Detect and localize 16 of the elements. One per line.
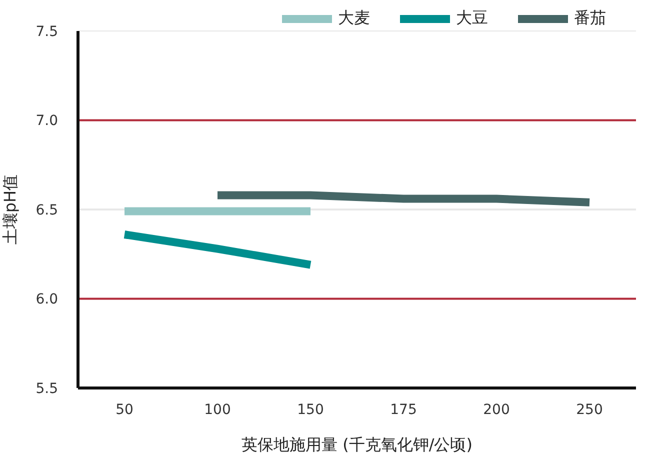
legend-label: 大麦	[338, 8, 370, 29]
y-tick-label: 7.0	[36, 113, 58, 130]
legend-label: 番茄	[574, 8, 606, 29]
y-tick-label: 6.5	[36, 202, 58, 218]
y-tick-label: 6.0	[36, 292, 58, 308]
y-tick-label: 7.5	[36, 24, 58, 40]
x-tick-label: 250	[576, 402, 603, 418]
x-tick-label: 50	[116, 402, 134, 418]
x-axis-title: 英保地施用量 (千克氧化钾/公顷)	[242, 435, 472, 454]
legend-label: 大豆	[456, 8, 488, 29]
x-tick-label: 175	[390, 402, 417, 418]
y-axis-title: 土壤pH值	[0, 174, 20, 245]
x-tick-label: 150	[297, 402, 324, 418]
x-tick-label: 200	[483, 402, 510, 418]
y-tick-label: 5.5	[36, 380, 58, 397]
x-tick-label: 100	[204, 402, 231, 418]
